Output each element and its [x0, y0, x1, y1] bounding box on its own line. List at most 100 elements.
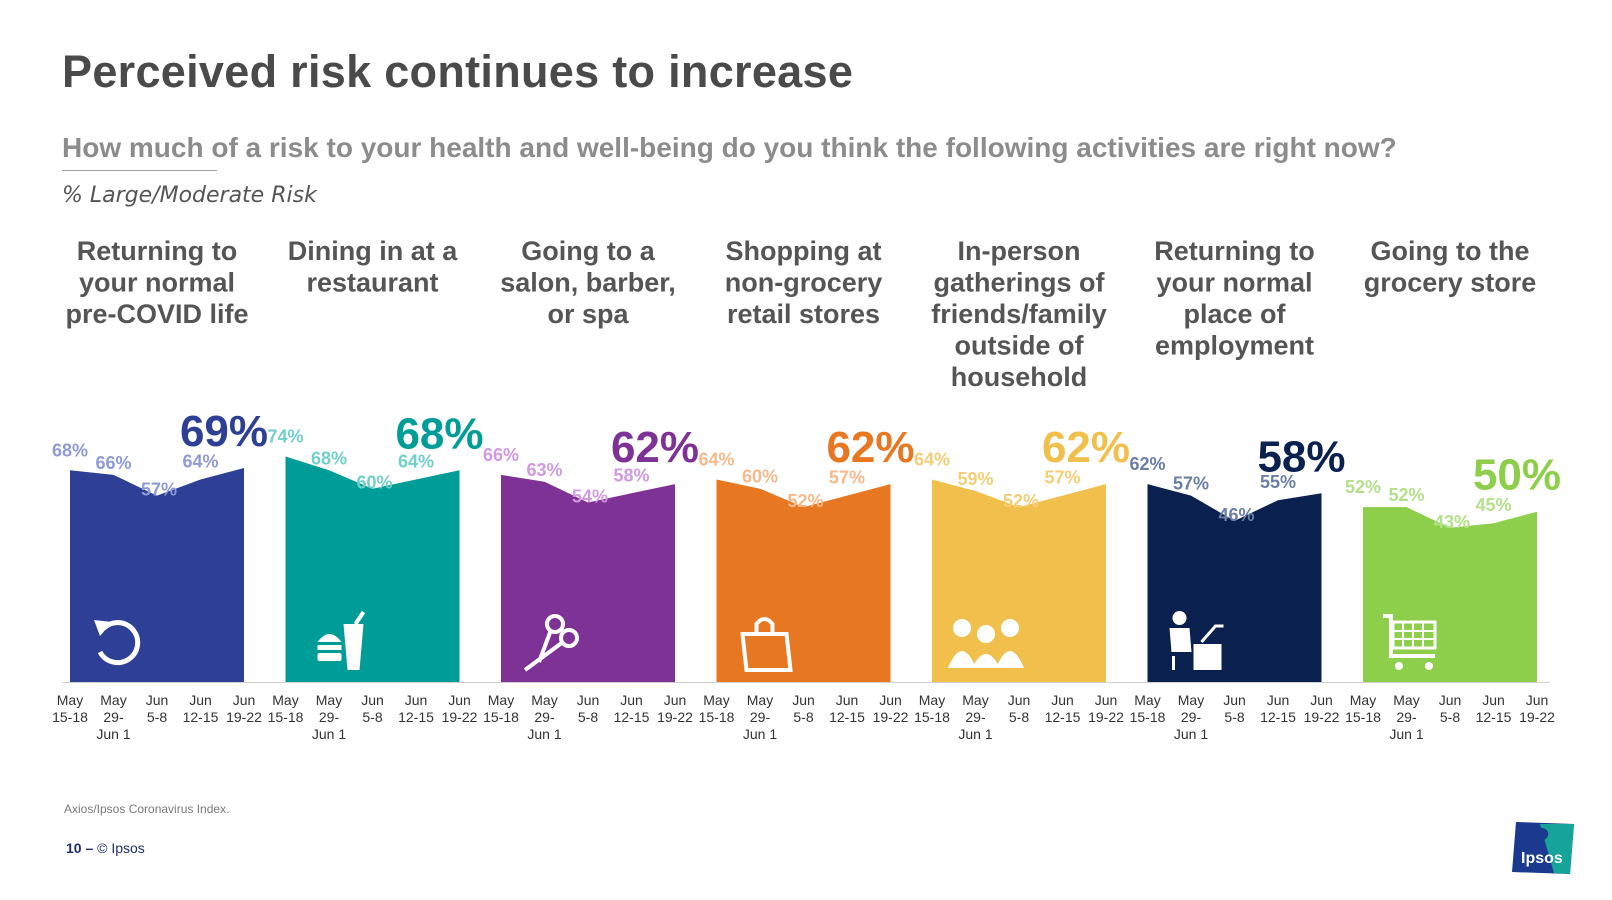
source-note: Axios/Ipsos Coronavirus Index. — [64, 802, 230, 816]
desk-worker-icon — [1169, 611, 1224, 670]
cart-wheel — [1395, 662, 1403, 670]
x-tick-line: 5-8 — [1009, 709, 1029, 725]
person-body — [948, 651, 976, 668]
restart-arc — [97, 620, 141, 666]
area-fill — [1147, 484, 1322, 682]
panel-1: Dining in at a restaurant74%68%60%64%68%M… — [267, 236, 483, 742]
x-tick-label: Jun 19-22 — [657, 692, 693, 725]
x-tick-line: Jun — [1051, 692, 1074, 708]
x-tick-line: 29- — [1181, 709, 1202, 725]
x-tick-label: Jun 5-8 — [577, 692, 600, 725]
x-tick-line: May — [962, 692, 988, 708]
restart-arrowhead — [94, 620, 112, 636]
panel-title-line: restaurant — [306, 268, 438, 298]
drink-straw — [353, 610, 366, 626]
panel-title-line: household — [951, 362, 1088, 392]
x-tick-line: Jun — [836, 692, 859, 708]
latest-value-label: 58% — [1257, 432, 1345, 481]
x-tick-line: Jun 1 — [312, 726, 346, 742]
panel-title-line: Going to a — [521, 236, 655, 266]
x-tick-line: Jun — [664, 692, 687, 708]
value-label: 64% — [698, 450, 734, 470]
latest-value-label: 62% — [1042, 423, 1130, 472]
area-fill — [716, 479, 891, 682]
x-tick-label: Jun 12-15 — [829, 692, 865, 725]
x-tick-line: May — [57, 692, 83, 708]
x-tick-line: 19-22 — [226, 709, 262, 725]
x-tick-line: 5-8 — [793, 709, 813, 725]
panel-6: Going to the grocery store 52% 52% 43%45%50%… — [1345, 236, 1561, 742]
x-tick-line: Jun 1 — [1389, 726, 1423, 742]
page-title: Perceived risk continues to increase — [62, 46, 854, 97]
area-fill — [285, 456, 460, 682]
x-tick-line: 29- — [965, 709, 986, 725]
x-tick-line: 15-18 — [52, 709, 88, 725]
x-tick-line: Jun — [1482, 692, 1505, 708]
panel-title-line: friends/family — [931, 299, 1107, 329]
x-tick-line: 29- — [103, 709, 124, 725]
x-tick-line: Jun 1 — [958, 726, 992, 742]
person-body — [996, 651, 1024, 668]
value-label: 52% — [1345, 477, 1381, 497]
value-label: 66% — [483, 445, 519, 465]
x-tick-line: Jun 1 — [1174, 726, 1208, 742]
x-tick-label: Jun 5-8 — [1223, 692, 1246, 725]
x-tick-label: Jun 12-15 — [614, 692, 650, 725]
copyright: © Ipsos — [97, 840, 145, 856]
x-tick-line: 15-18 — [1130, 709, 1166, 725]
x-tick-line: May — [747, 692, 773, 708]
panel-title: Returning to your normal pre-COVID life — [65, 236, 248, 329]
x-tick-line: May — [1178, 692, 1204, 708]
cart-wheel — [1425, 662, 1433, 670]
value-label: 60% — [356, 473, 392, 493]
x-tick-line: 12-15 — [183, 709, 219, 725]
x-tick-label: May 29-Jun 1 — [1389, 692, 1423, 742]
x-tick-line: May — [100, 692, 126, 708]
survey-question: How much of a risk to your health and we… — [62, 132, 1397, 163]
panel-title-line: outside of — [955, 331, 1085, 361]
panel-title-line: or spa — [547, 299, 629, 329]
panel-0: Returning to your normal pre-COVID life 68%… — [52, 236, 268, 742]
panel-title-line: retail stores — [727, 299, 880, 329]
x-tick-line: 19-22 — [1519, 709, 1555, 725]
x-tick-line: Jun — [233, 692, 256, 708]
x-tick-line: 15-18 — [914, 709, 950, 725]
shopping-bag-icon — [740, 617, 793, 672]
panel-title-line: place of — [1183, 299, 1286, 329]
x-tick-label: Jun 12-15 — [398, 692, 434, 725]
x-tick-line: 5-8 — [1440, 709, 1460, 725]
value-label: 52% — [1388, 485, 1424, 505]
x-tick-line: 12-15 — [398, 709, 434, 725]
restart-icon — [94, 620, 141, 666]
panel-title-line: non-grocery — [725, 268, 883, 298]
x-tick-line: 12-15 — [1045, 709, 1081, 725]
panel-2: Going to a salon, barber, or spa66%63%54%5… — [483, 236, 699, 742]
x-tick-label: Jun 5-8 — [146, 692, 169, 725]
x-tick-label: Jun 5-8 — [361, 692, 384, 725]
x-tick-label: May 15-18 — [699, 692, 735, 725]
x-tick-label: May 15-18 — [483, 692, 519, 725]
x-tick-label: Jun 5-8 — [1439, 692, 1462, 725]
person-body — [972, 654, 1000, 668]
x-tick-line: Jun — [1439, 692, 1462, 708]
x-tick-label: May 15-18 — [1130, 692, 1166, 725]
scissors-blade — [537, 629, 553, 663]
x-tick-line: 5-8 — [362, 709, 382, 725]
latest-value-label: 68% — [395, 409, 483, 458]
value-label: 57% — [1173, 474, 1209, 494]
value-label: 74% — [267, 427, 303, 447]
drink-cup — [343, 624, 364, 670]
x-tick-label: May 29-Jun 1 — [312, 692, 346, 742]
value-label: 68% — [52, 440, 88, 460]
x-tick-line: 15-18 — [699, 709, 735, 725]
value-label: 68% — [311, 448, 347, 468]
x-tick-label: May 15-18 — [268, 692, 304, 725]
x-tick-label: May 29-Jun 1 — [958, 692, 992, 742]
x-tick-line: May — [1134, 692, 1160, 708]
burger-bun — [317, 634, 342, 642]
value-label: 43% — [1434, 512, 1470, 532]
value-label: 64% — [914, 450, 950, 470]
x-tick-line: Jun — [1267, 692, 1290, 708]
panel-title: Returning to your normal place of employmen… — [1154, 236, 1314, 361]
shopping-cart-icon — [1383, 614, 1437, 670]
